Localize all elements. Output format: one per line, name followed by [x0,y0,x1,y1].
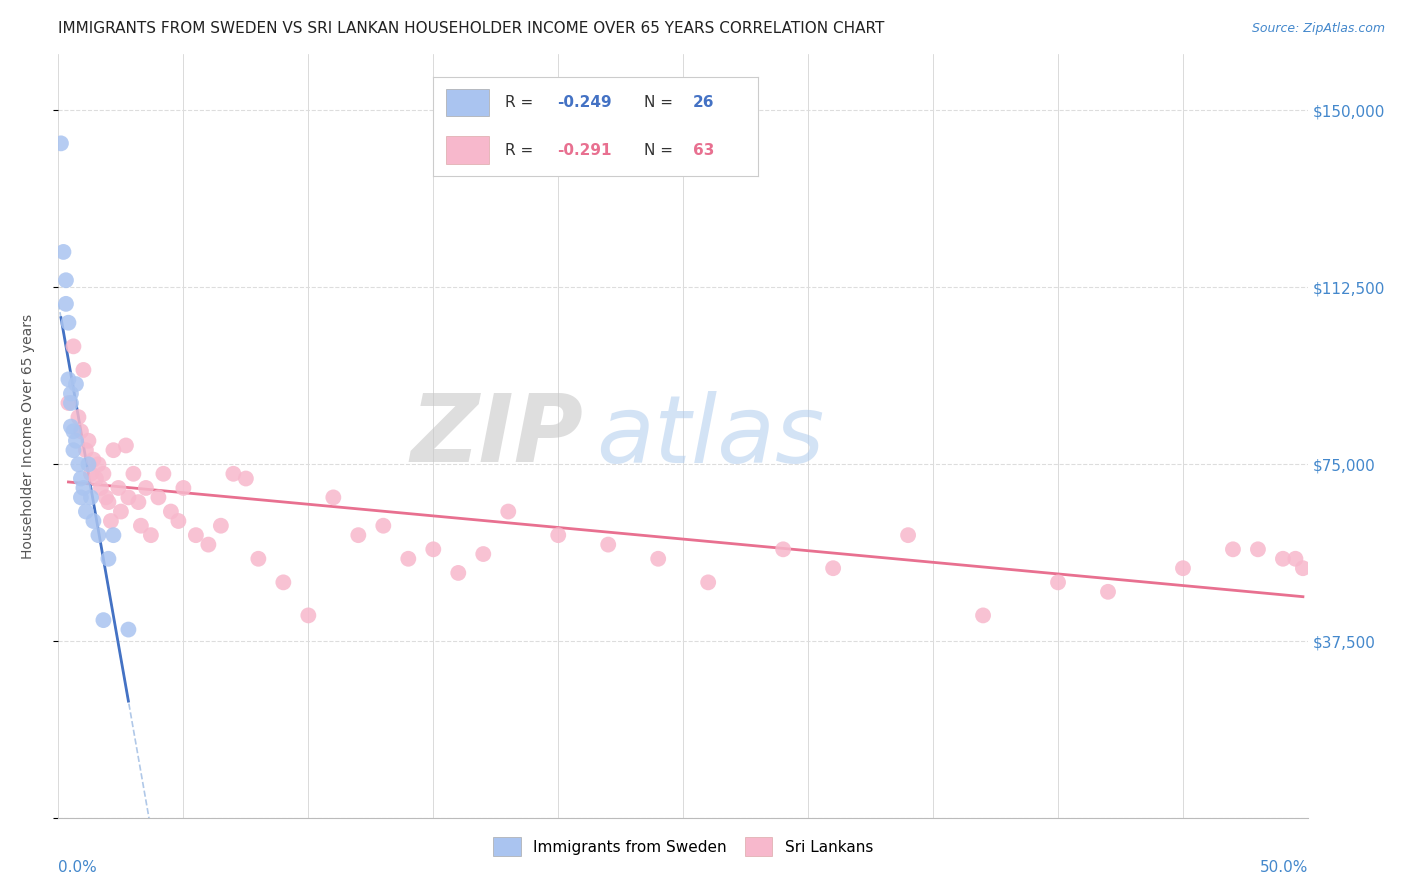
Point [77,458,100,472]
Point [93,613,115,627]
Point [84,471,107,485]
Point [472,547,495,561]
Point [297,608,319,623]
Point [447,566,470,580]
Point [117,623,139,637]
Point [58,396,80,410]
Point [148,491,170,505]
Legend: Immigrants from Sweden, Sri Lankans: Immigrants from Sweden, Sri Lankans [481,825,886,868]
Text: 0.0%: 0.0% [59,861,97,875]
Point [373,518,395,533]
Point [90,481,112,495]
Point [647,551,669,566]
Point [67,458,90,472]
Point [107,481,129,495]
Point [59,396,82,410]
Point [347,528,370,542]
Point [59,419,82,434]
Point [1047,575,1070,590]
Point [80,467,103,481]
Point [75,504,97,518]
Point [115,438,138,452]
Point [496,504,519,518]
Point [72,481,94,495]
Point [127,495,149,509]
Point [167,514,190,528]
Point [82,452,104,467]
Point [100,514,122,528]
Point [58,316,80,330]
Y-axis label: Householder Income Over 65 years: Householder Income Over 65 years [21,313,35,558]
Text: 50.0%: 50.0% [1260,861,1308,875]
Text: ZIP: ZIP [411,390,583,482]
Text: atlas: atlas [596,391,824,482]
Text: IMMIGRANTS FROM SWEDEN VS SRI LANKAN HOUSEHOLDER INCOME OVER 65 YEARS CORRELATIO: IMMIGRANTS FROM SWEDEN VS SRI LANKAN HOU… [59,21,884,36]
Point [235,471,257,485]
Point [209,518,232,533]
Point [110,504,132,518]
Point [87,458,110,472]
Point [87,528,110,542]
Point [59,386,82,401]
Point [697,575,720,590]
Point [97,551,120,566]
Point [152,467,174,481]
Point [80,491,103,505]
Point [62,339,84,353]
Point [58,372,80,386]
Point [197,538,219,552]
Point [1097,584,1119,599]
Point [1271,551,1294,566]
Point [49,136,72,151]
Point [1284,551,1306,566]
Point [55,273,77,287]
Point [55,297,77,311]
Point [422,542,444,557]
Point [70,471,93,485]
Point [547,528,569,542]
Point [1247,542,1270,557]
Point [77,434,100,448]
Point [897,528,920,542]
Point [97,495,120,509]
Point [65,377,87,392]
Point [93,467,115,481]
Point [598,538,620,552]
Point [184,528,207,542]
Point [72,363,94,377]
Point [117,491,139,505]
Point [103,528,125,542]
Point [62,425,84,439]
Point [823,561,845,575]
Point [139,528,162,542]
Point [82,514,104,528]
Point [396,551,419,566]
Point [62,443,84,458]
Point [972,608,994,623]
Point [103,443,125,458]
Point [75,443,97,458]
Point [94,491,117,505]
Point [772,542,794,557]
Point [1222,542,1244,557]
Text: Source: ZipAtlas.com: Source: ZipAtlas.com [1251,22,1385,36]
Point [273,575,295,590]
Point [1171,561,1194,575]
Point [160,504,183,518]
Point [222,467,245,481]
Point [247,551,270,566]
Point [70,491,93,505]
Point [52,244,75,259]
Point [322,491,344,505]
Point [70,425,93,439]
Point [67,410,90,425]
Point [135,481,157,495]
Point [129,518,152,533]
Point [172,481,194,495]
Point [65,434,87,448]
Point [1292,561,1315,575]
Point [122,467,145,481]
